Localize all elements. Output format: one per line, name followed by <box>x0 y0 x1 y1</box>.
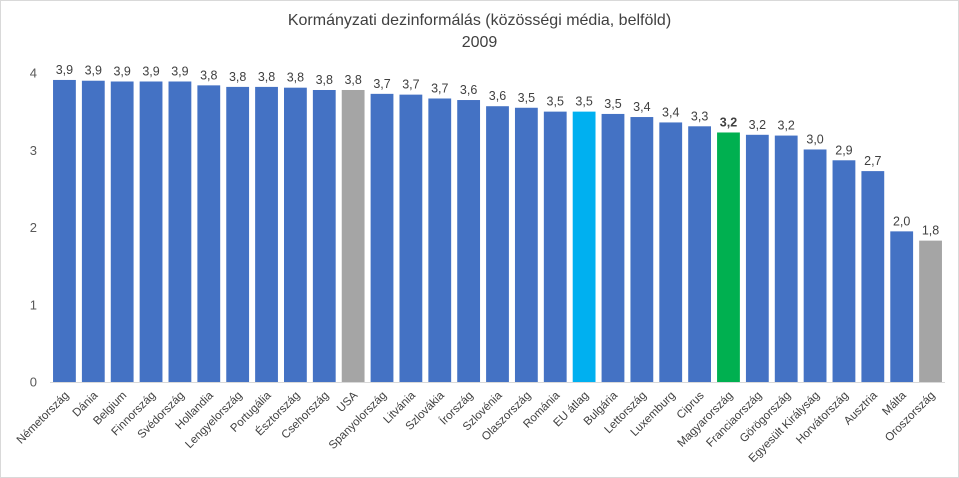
data-label: 3,8 <box>316 73 333 87</box>
bar <box>457 100 481 382</box>
data-label: 3,5 <box>518 91 535 105</box>
data-label: 3,5 <box>547 95 564 109</box>
bar <box>486 106 509 382</box>
data-label: 3,9 <box>113 64 130 78</box>
bar <box>832 160 856 382</box>
data-label: 3,9 <box>142 64 159 78</box>
data-label: 3,4 <box>662 105 679 119</box>
bar <box>81 80 105 382</box>
bar <box>688 126 712 383</box>
data-label: 3,0 <box>806 132 823 146</box>
bar <box>861 171 885 382</box>
bar <box>139 81 163 382</box>
bar <box>428 98 452 383</box>
bar <box>283 87 307 383</box>
data-label: 3,5 <box>575 95 592 109</box>
bar <box>601 113 625 382</box>
data-label: 3,7 <box>431 81 448 95</box>
data-label: 3,9 <box>171 64 188 78</box>
data-label: 3,7 <box>373 77 390 91</box>
data-label: 3,2 <box>720 115 737 129</box>
bar <box>514 107 538 382</box>
data-label: 2,7 <box>864 154 881 168</box>
bar <box>255 86 278 382</box>
data-label: 3,6 <box>489 89 506 103</box>
bar <box>774 135 798 382</box>
bar <box>630 117 654 382</box>
bar <box>745 134 769 382</box>
bar <box>312 89 336 383</box>
bar <box>572 111 596 382</box>
data-label: 3,9 <box>85 64 102 78</box>
data-label: 1,8 <box>922 224 939 238</box>
data-label: 3,8 <box>258 70 275 84</box>
data-label: 3,2 <box>749 118 766 132</box>
data-label: 3,4 <box>633 100 650 114</box>
bar <box>341 89 365 383</box>
bar <box>659 122 683 382</box>
bar <box>890 231 914 382</box>
bar <box>803 149 827 382</box>
data-label: 3,9 <box>56 63 73 77</box>
bar <box>168 81 192 382</box>
data-label: 3,8 <box>287 71 304 85</box>
y-tick-label: 4 <box>30 66 37 81</box>
bar <box>543 111 567 382</box>
bar <box>717 132 740 382</box>
data-label: 3,7 <box>402 78 419 92</box>
data-label: 3,8 <box>344 73 361 87</box>
chart-title: Kormányzati dezinformálás (közösségi méd… <box>0 10 959 54</box>
y-tick-label: 2 <box>30 220 37 235</box>
chart-title-text: Kormányzati dezinformálás (közösségi méd… <box>287 12 672 29</box>
bar <box>919 240 942 382</box>
bar <box>197 85 221 383</box>
data-label: 3,2 <box>778 119 795 133</box>
bar <box>53 79 76 382</box>
bar <box>370 93 394 383</box>
x-tick-label: Németország <box>15 390 72 447</box>
y-tick-label: 3 <box>30 143 37 158</box>
data-label: 2,9 <box>835 143 852 157</box>
y-tick-label: 1 <box>30 297 37 312</box>
data-label: 3,5 <box>604 97 621 111</box>
data-label: 2,0 <box>893 214 910 228</box>
bar <box>399 94 423 382</box>
bar <box>110 81 134 382</box>
y-tick-label: 0 <box>30 375 37 390</box>
data-label: 3,8 <box>200 68 217 82</box>
data-label: 3,6 <box>460 83 477 97</box>
data-label: 3,8 <box>229 70 246 84</box>
x-tick-label: USA <box>335 389 360 414</box>
data-label: 3,3 <box>691 109 708 123</box>
chart-subtitle-text: 2009 <box>461 34 498 51</box>
bar <box>226 86 250 382</box>
